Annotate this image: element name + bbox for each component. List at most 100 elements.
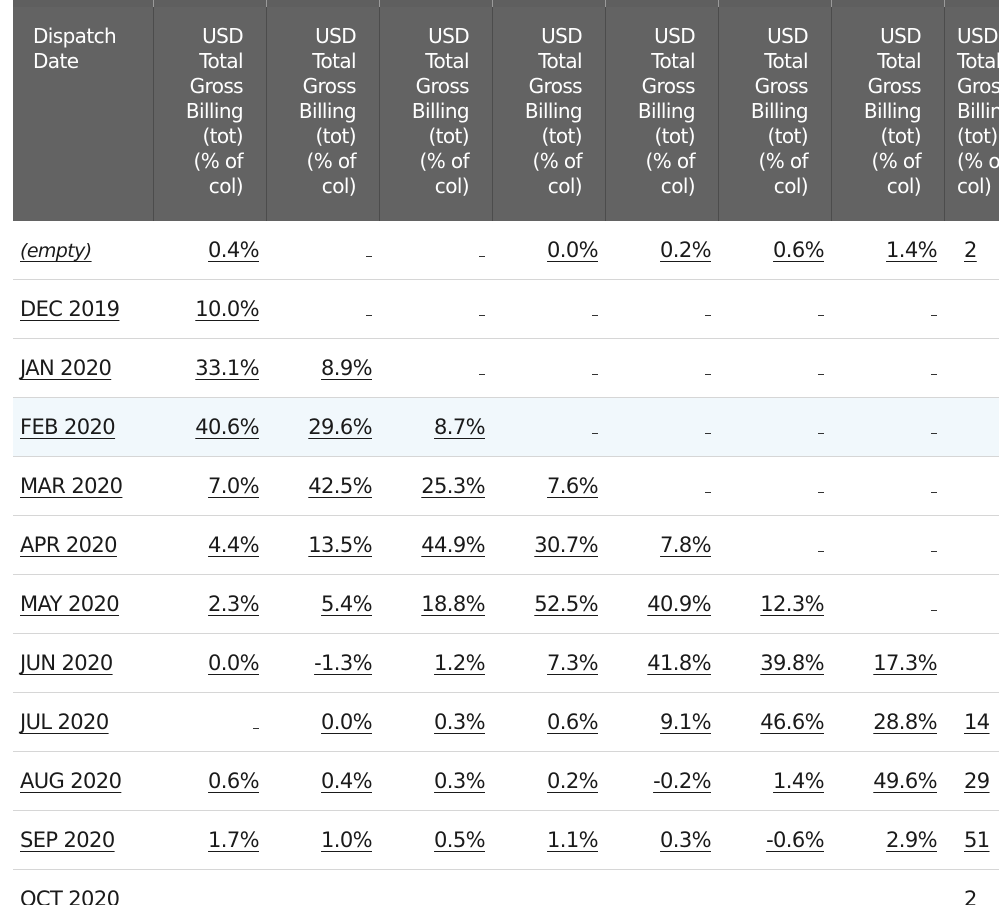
billing-pct-link[interactable]: 10.0% [195, 297, 259, 321]
billing-pct-link[interactable]: 33.1% [195, 356, 259, 380]
dispatch-date-link[interactable]: FEB 2020 [20, 415, 116, 439]
billing-pct-link[interactable]: 0.6% [547, 710, 599, 734]
billing-pct-cell[interactable]: 8.9% [266, 339, 373, 397]
billing-pct-link[interactable]: -1.3% [314, 651, 373, 675]
billing-pct-cell[interactable]: 1.4% [718, 752, 825, 810]
billing-pct-link[interactable]: 42.5% [308, 474, 372, 498]
billing-pct-link[interactable]: 9.1% [660, 710, 712, 734]
billing-pct-cell[interactable]: 2.3% [153, 575, 260, 633]
dispatch-date-cell[interactable]: MAR 2020 [20, 457, 160, 515]
billing-pct-link[interactable]: 7.6% [547, 474, 599, 498]
billing-pct-link[interactable]: 0.3% [660, 828, 712, 852]
billing-pct-cell[interactable]: 33.1% [153, 339, 259, 397]
billing-pct-link[interactable]: 0.0% [547, 238, 599, 262]
billing-pct-cell[interactable]: 0.2% [492, 752, 599, 810]
billing-pct-cell[interactable]: 1.2% [379, 634, 486, 692]
billing-pct-link[interactable]: 2.9% [886, 828, 938, 852]
dispatch-date-cell[interactable]: (empty) [20, 221, 160, 279]
billing-pct-cell[interactable]: 49.6% [831, 752, 937, 810]
billing-pct-cell[interactable]: 0.4% [266, 752, 373, 810]
billing-pct-cell[interactable]: 28.8% [831, 693, 937, 751]
billing-pct-link[interactable]: 41.8% [647, 651, 711, 675]
billing-pct-link[interactable]: 1.1% [547, 828, 599, 852]
billing-pct-cell[interactable]: 0.3% [379, 693, 486, 751]
dispatch-date-cell[interactable]: JUL 2020 [20, 693, 160, 751]
billing-pct-cell[interactable]: 1.1% [492, 811, 599, 869]
billing-pct-cell[interactable]: 0.2% [605, 221, 712, 279]
billing-pct-cell[interactable]: 1.7% [153, 811, 260, 869]
billing-pct-link[interactable]: 0.4% [208, 238, 260, 262]
billing-pct-cell[interactable]: 0.3% [605, 811, 712, 869]
billing-pct-link[interactable]: 8.7% [434, 415, 486, 439]
billing-pct-link[interactable]: 0.4% [321, 769, 373, 793]
billing-pct-link[interactable]: 0.2% [547, 769, 599, 793]
dispatch-date-cell[interactable]: FEB 2020 [20, 398, 160, 456]
billing-pct-link[interactable]: 52.5% [534, 592, 598, 616]
billing-pct-cell[interactable]: 1.0% [266, 811, 373, 869]
billing-pct-link[interactable]: 25.3% [421, 474, 485, 498]
billing-pct-cell[interactable]: 14 [964, 693, 990, 751]
dispatch-date-link[interactable]: JUL 2020 [20, 710, 109, 734]
billing-pct-cell[interactable]: 0.0% [492, 221, 599, 279]
header-usd-total-gross-billing[interactable]: USD Total Gross Billing (tot) (% of col) [266, 7, 379, 221]
header-usd-total-gross-billing[interactable]: USD Total Gross Billing (tot) (% of col) [831, 7, 944, 221]
billing-pct-cell[interactable]: 7.3% [492, 634, 599, 692]
header-usd-total-gross-billing[interactable]: USD Total Gross Billing (tot) (% of col) [153, 7, 266, 221]
billing-pct-link[interactable]: 1.4% [886, 238, 938, 262]
billing-pct-link[interactable]: 0.6% [773, 238, 825, 262]
billing-pct-cell[interactable]: 42.5% [266, 457, 372, 515]
billing-pct-link[interactable]: 0.6% [208, 769, 260, 793]
billing-pct-cell[interactable]: 25.3% [379, 457, 485, 515]
billing-pct-link[interactable]: 13.5% [308, 533, 372, 557]
billing-pct-cell[interactable]: 0.6% [153, 752, 260, 810]
billing-pct-cell[interactable]: 2 [964, 870, 977, 905]
billing-pct-cell[interactable]: 0.6% [718, 221, 825, 279]
billing-pct-link[interactable]: 0.2% [660, 238, 712, 262]
billing-pct-cell[interactable]: 5.4% [266, 575, 373, 633]
billing-pct-link[interactable]: 17.3% [873, 651, 937, 675]
header-usd-total-gross-billing[interactable]: USD Total Gross Billing (tot) (% of col) [718, 7, 831, 221]
billing-pct-link[interactable]: 1.7% [208, 828, 260, 852]
billing-pct-link[interactable]: 2 [964, 887, 977, 905]
header-usd-total-gross-billing[interactable]: USD Total Gross Billing (tot) (% of col) [605, 7, 718, 221]
billing-pct-link[interactable]: 39.8% [760, 651, 824, 675]
billing-pct-link[interactable]: 29 [964, 769, 990, 793]
billing-pct-link[interactable]: 44.9% [421, 533, 485, 557]
billing-pct-link[interactable]: 1.2% [434, 651, 486, 675]
billing-pct-link[interactable]: 51 [964, 828, 990, 852]
header-usd-total-gross-billing[interactable]: USD Total Gross Billing (tot) (% of col) [492, 7, 605, 221]
billing-pct-link[interactable]: 40.9% [647, 592, 711, 616]
billing-pct-link[interactable]: 28.8% [873, 710, 937, 734]
billing-pct-cell[interactable]: 30.7% [492, 516, 598, 574]
dispatch-date-cell[interactable]: MAY 2020 [20, 575, 160, 633]
billing-pct-cell[interactable]: 0.5% [379, 811, 486, 869]
dispatch-date-cell[interactable]: AUG 2020 [20, 752, 160, 810]
dispatch-date-link[interactable]: MAR 2020 [20, 474, 123, 498]
dispatch-date-link[interactable]: JUN 2020 [20, 651, 113, 675]
billing-pct-link[interactable]: 46.6% [760, 710, 824, 734]
billing-pct-cell[interactable]: 10.0% [153, 280, 259, 338]
dispatch-date-cell[interactable]: SEP 2020 [20, 811, 160, 869]
billing-pct-link[interactable]: 40.6% [195, 415, 259, 439]
billing-pct-cell[interactable]: 4.4% [153, 516, 260, 574]
billing-pct-link[interactable]: 12.3% [760, 592, 824, 616]
billing-pct-cell[interactable]: 0.6% [492, 693, 599, 751]
billing-pct-cell[interactable]: 18.8% [379, 575, 485, 633]
billing-pct-link[interactable]: 2 [964, 238, 977, 262]
billing-pct-cell[interactable]: 39.8% [718, 634, 824, 692]
billing-pct-cell[interactable]: 7.0% [153, 457, 260, 515]
billing-pct-link[interactable]: -0.2% [653, 769, 712, 793]
dispatch-date-cell[interactable]: JUN 2020 [20, 634, 160, 692]
billing-pct-cell[interactable]: 2.9% [831, 811, 938, 869]
billing-pct-cell[interactable]: 12.3% [718, 575, 824, 633]
billing-pct-cell[interactable]: 44.9% [379, 516, 485, 574]
billing-pct-link[interactable]: 29.6% [308, 415, 372, 439]
billing-pct-cell[interactable]: 13.5% [266, 516, 372, 574]
billing-pct-link[interactable]: 30.7% [534, 533, 598, 557]
billing-pct-cell[interactable]: 9.1% [605, 693, 712, 751]
billing-pct-link[interactable]: 1.4% [773, 769, 825, 793]
billing-pct-cell[interactable]: 51 [964, 811, 990, 869]
billing-pct-link[interactable]: 18.8% [421, 592, 485, 616]
billing-pct-cell[interactable]: 0.0% [153, 634, 260, 692]
dispatch-date-cell[interactable]: APR 2020 [20, 516, 160, 574]
